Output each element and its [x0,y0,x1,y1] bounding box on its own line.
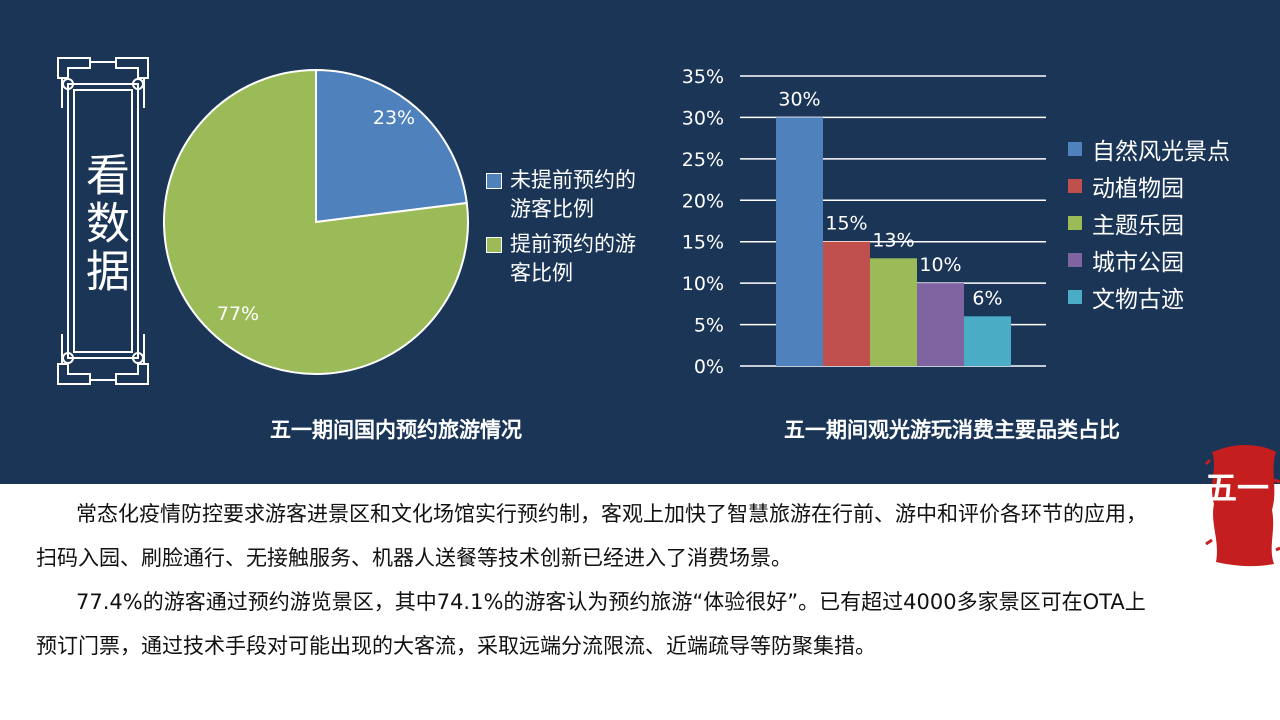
pie-chart-title: 五一期间国内预约旅游情况 [270,417,522,442]
bar [870,258,917,366]
pie-data-label: 77% [217,303,259,325]
body-text: 常态化疫情防控要求游客进景区和文化场馆实行预约制，客观上加快了智慧旅游在行前、游… [36,492,1166,668]
legend-swatch [1068,178,1082,193]
bar-data-label: 10% [919,254,961,276]
bar-chart-title: 五一期间观光游玩消费主要品类占比 [784,417,1120,442]
bar [776,117,823,366]
bar-legend-label: 主题乐园 [1092,212,1184,239]
bar-legend-label: 动植物园 [1092,175,1184,202]
y-tick-label: 5% [694,315,724,337]
side-title-frame: 看数据 [54,54,152,388]
pie-legend-item: 未提前预约的 游客比例 [486,166,676,224]
bar [917,283,964,366]
bar-legend-label: 城市公园 [1092,249,1184,276]
pie-slice [315,68,468,224]
y-tick-label: 15% [682,232,724,254]
pie-legend-item: 提前预约的游 客比例 [486,230,676,288]
bar-legend-item: 城市公园 [1068,241,1230,278]
pie-chart-svg: 23% 77% [163,68,469,375]
holiday-badge: 五一 [1204,440,1280,570]
pie-data-label: 23% [373,107,415,129]
legend-swatch [486,237,502,253]
pie-slice [163,68,469,375]
brush-stroke-icon [1204,445,1280,567]
ornate-frame-icon [57,57,149,385]
bar-legend-item: 主题乐园 [1068,204,1230,241]
legend-swatch [1068,215,1082,230]
paragraph-2: 77.4%的游客通过预约游览景区，其中74.1%的游客认为预约旅游“体验很好”。… [36,590,1146,658]
bar-data-label: 30% [778,88,820,110]
bar-legend-item: 自然风光景点 [1068,130,1230,167]
y-tick-label: 20% [682,190,724,212]
y-tick-label: 0% [694,356,724,378]
bar [823,241,870,366]
bar-legend-item: 动植物园 [1068,167,1230,204]
y-tick-label: 25% [682,149,724,171]
y-tick-label: 30% [682,107,724,129]
badge-text: 五一 [1204,469,1269,507]
pie-chart: 23% 77% [160,66,472,378]
legend-swatch [1068,289,1082,304]
pie-legend-label: 提前预约的游 客比例 [510,232,636,285]
bar-legend-label: 文物古迹 [1092,286,1184,313]
bar-chart: 0% 5% 10% 15% 20% 25% 30% 35% 30% 15% 13% 10% 6% [670,58,1070,388]
paragraph-1: 常态化疫情防控要求游客进景区和文化场馆实行预约制，客观上加快了智慧旅游在行前、游… [36,502,1147,570]
bar-data-label: 13% [872,229,914,251]
bar-legend-label: 自然风光景点 [1092,138,1230,165]
pie-legend: 未提前预约的 游客比例 提前预约的游 客比例 [486,166,676,294]
y-tick-label: 35% [682,66,724,88]
bar-data-label: 15% [825,213,867,235]
bar-legend-item: 文物古迹 [1068,278,1230,315]
side-title-text: 看数据 [78,152,129,296]
bar [964,316,1011,366]
bar-chart-svg: 0%5%10%15%20%25%30%35%30%15%13%10%6% [682,66,1046,378]
pie-legend-label: 未提前预约的 游客比例 [510,168,636,221]
bar-data-label: 6% [972,287,1002,309]
y-tick-label: 10% [682,273,724,295]
legend-swatch [1068,141,1082,156]
legend-swatch [1068,252,1082,267]
legend-swatch [486,173,502,189]
bar-legend: 自然风光景点 动植物园主题乐园城市公园文物古迹 [1068,130,1230,315]
